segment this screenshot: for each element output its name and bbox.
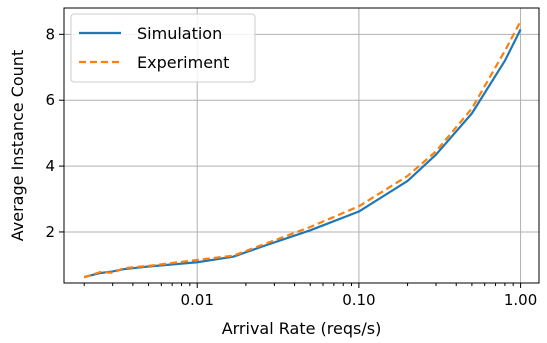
x-tick-label: 0.10: [342, 291, 375, 309]
x-axis-label: Arrival Rate (reqs/s): [222, 319, 382, 338]
series-line-experiment: [83, 20, 522, 279]
x-tick-label: 0.01: [181, 291, 214, 309]
tick-layer: 0.01 0.10 1.00 2 4 6 8: [45, 25, 537, 309]
y-tick-label: 6: [45, 91, 55, 109]
legend-label-experiment: Experiment: [137, 53, 229, 72]
y-axis-label: Average Instance Count: [8, 50, 27, 241]
y-tick-label: 4: [45, 157, 55, 175]
legend-box: [70, 13, 256, 83]
y-tick-label: 2: [45, 223, 55, 241]
plot-frame: [63, 7, 540, 284]
series-layer: [83, 20, 522, 279]
x-tick-label: 1.00: [504, 291, 537, 309]
y-tick-label: 8: [45, 25, 55, 43]
legend-label-simulation: Simulation: [137, 24, 222, 43]
legend: Simulation Experiment: [70, 13, 256, 83]
